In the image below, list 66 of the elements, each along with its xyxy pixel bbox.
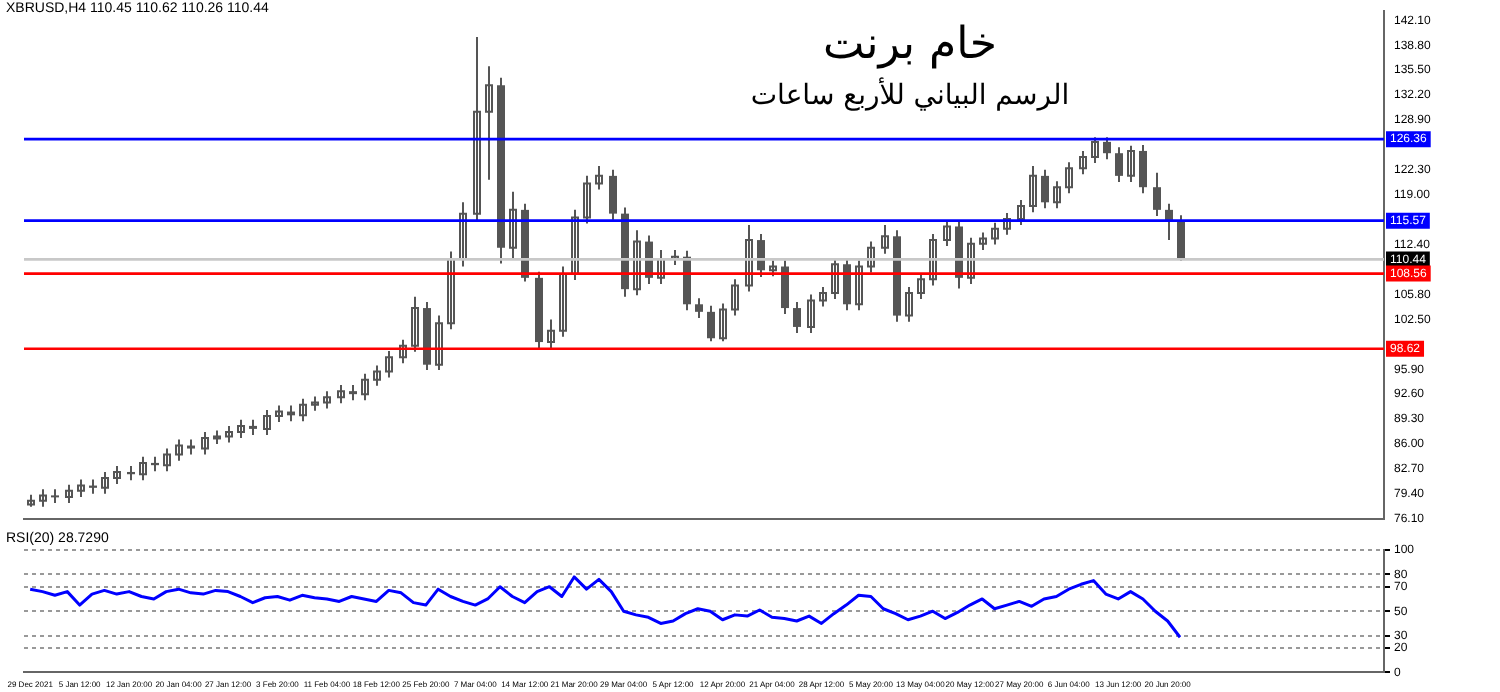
candlestick (1127, 144, 1135, 183)
candlestick (943, 219, 951, 248)
candlestick (1115, 146, 1123, 183)
text: الرسم البياني للأربع ساعات (748, 80, 1072, 112)
candlestick (571, 208, 579, 282)
candlestick (1003, 211, 1011, 236)
candlestick (1177, 214, 1185, 262)
candlestick (1017, 199, 1025, 226)
candlestick (485, 65, 493, 181)
candlestick (807, 293, 815, 334)
candlestick (843, 257, 851, 312)
candlestick (905, 285, 913, 323)
candlestick (831, 257, 839, 300)
candlestick (447, 250, 455, 331)
candlestick (175, 438, 183, 462)
candlestick (991, 221, 999, 246)
candlestick (509, 190, 517, 260)
candlestick (435, 314, 443, 371)
candlestick (559, 265, 567, 338)
candlestick (337, 384, 345, 405)
candlestick (881, 223, 889, 255)
candlestick (237, 418, 245, 439)
candlestick (1091, 136, 1099, 165)
candlestick (1041, 168, 1049, 210)
candlestick (113, 464, 121, 486)
candlestick (609, 168, 617, 221)
candlestick (411, 295, 419, 353)
candlestick (299, 397, 307, 423)
candlestick (1079, 149, 1087, 176)
candlestick (707, 304, 715, 343)
candlestick (745, 223, 753, 293)
candlestick (1139, 143, 1147, 195)
candlestick (633, 229, 641, 297)
candlestick (1103, 136, 1111, 161)
candlestick (595, 165, 603, 191)
candlestick (967, 236, 975, 285)
candlestick (65, 483, 73, 504)
chart-title: خام برنت (821, 20, 999, 70)
candlestick (263, 409, 271, 436)
candlestick (361, 372, 369, 402)
candlestick (1053, 180, 1061, 210)
candlestick (583, 174, 591, 225)
candlestick (695, 297, 703, 319)
candlestick (459, 201, 467, 268)
candlestick (867, 240, 875, 274)
candlestick (163, 447, 171, 473)
candlestick (373, 364, 381, 387)
candlestick (719, 302, 727, 343)
candlestick (201, 430, 209, 456)
candlestick (855, 259, 863, 312)
candlestick (781, 259, 789, 316)
candlestick (1065, 161, 1073, 195)
candlestick (139, 455, 147, 482)
candlestick (399, 338, 407, 365)
candlestick (819, 285, 827, 308)
candlestick (101, 470, 109, 495)
candlestick (473, 35, 481, 223)
candlestick (929, 233, 937, 287)
candlestick (547, 318, 555, 351)
candlestick (1153, 171, 1161, 217)
candlestick (793, 301, 801, 334)
candlestick (385, 350, 393, 379)
candlestick (1029, 165, 1037, 214)
candlestick (917, 272, 925, 300)
candlestick (731, 278, 739, 317)
candlestick (657, 248, 665, 285)
